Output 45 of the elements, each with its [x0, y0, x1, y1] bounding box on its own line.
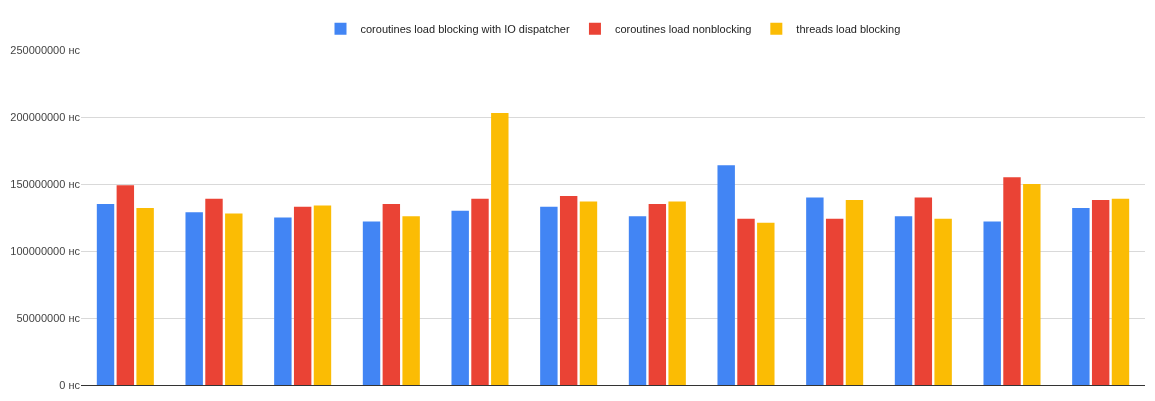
y-tick-label: 150000000 нс — [10, 177, 81, 190]
bar — [293, 206, 312, 385]
bar — [185, 212, 203, 385]
bar — [116, 185, 135, 385]
bar — [540, 206, 558, 385]
bar — [402, 216, 420, 385]
bar — [825, 218, 844, 385]
bar — [579, 201, 598, 385]
bar — [845, 200, 864, 385]
bar — [717, 165, 735, 385]
bar — [451, 210, 469, 385]
bar — [471, 198, 489, 385]
bar — [914, 197, 933, 385]
bar — [491, 112, 509, 385]
legend-label: coroutines load blocking with IO dispatcher — [360, 23, 570, 36]
bar — [362, 221, 381, 385]
bar — [757, 222, 775, 385]
bar — [1111, 198, 1130, 385]
y-tick-label: 250000000 нс — [10, 43, 81, 56]
bar — [668, 201, 686, 385]
bar — [628, 216, 647, 385]
bar — [1023, 184, 1041, 385]
y-tick-label: 200000000 нс — [10, 110, 81, 123]
y-tick-label: 50000000 нс — [16, 311, 81, 324]
legend-label: threads load blocking — [796, 23, 901, 36]
bar — [225, 213, 243, 385]
bar — [983, 221, 1001, 385]
bar — [382, 204, 401, 385]
y-tick-label: 100000000 нс — [10, 244, 81, 257]
bar — [1091, 200, 1110, 385]
bar — [1003, 177, 1021, 385]
bar — [559, 196, 578, 385]
bar — [806, 197, 824, 385]
bar — [1072, 208, 1090, 385]
bar — [648, 204, 667, 385]
bar — [205, 198, 223, 385]
bar — [96, 204, 115, 385]
bar — [737, 218, 755, 385]
bar — [313, 205, 332, 385]
bar — [894, 216, 913, 385]
bar — [274, 217, 292, 385]
bar — [934, 218, 952, 385]
legend-label: coroutines load nonblocking — [614, 23, 752, 36]
bar — [136, 208, 154, 385]
y-tick-label: 0 нс — [59, 378, 81, 391]
